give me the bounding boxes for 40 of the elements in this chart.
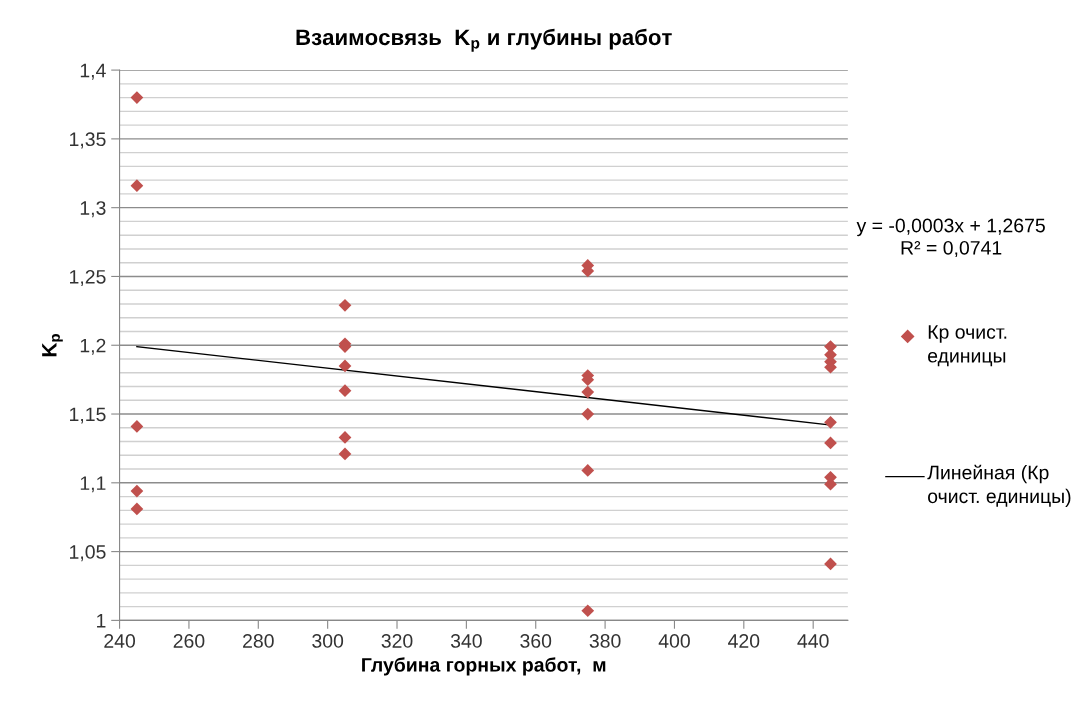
x-tick-label: 420	[728, 634, 760, 648]
legend-label: Кр очист. единицы	[928, 325, 1007, 367]
y-tick-label: 1,05	[70, 545, 106, 562]
point	[130, 484, 144, 498]
point	[338, 384, 352, 398]
x-tick-label: 280	[243, 634, 274, 648]
y-tick-label: 1	[97, 614, 106, 628]
y-tick-label: 1,25	[70, 269, 106, 286]
x-tick-label: 340	[450, 634, 482, 648]
point	[130, 502, 144, 516]
y-axis-title: K$_{р}$	[42, 334, 63, 357]
point	[581, 407, 595, 421]
point	[824, 415, 837, 429]
point	[581, 464, 595, 477]
x-tick-label: 400	[658, 634, 690, 648]
point	[338, 359, 352, 373]
chart-title: Взаимосвязь K$_{р}$ и глубины работ	[296, 28, 672, 52]
point	[338, 298, 352, 312]
point	[581, 604, 595, 618]
y-tick-label: 1,15	[70, 407, 106, 424]
x-axis-title: Глубина горных работ, м	[362, 657, 606, 676]
point	[130, 420, 144, 433]
point	[130, 179, 144, 193]
legend-label: Линейная (Кр очист. единицы)	[927, 464, 1071, 507]
x-tick-label: 240	[104, 634, 136, 648]
y-tick-label: 1,1	[80, 476, 106, 493]
x-tick-label: 320	[381, 634, 413, 648]
point	[130, 91, 144, 104]
point	[581, 385, 595, 399]
x-tick-label: 260	[173, 634, 205, 648]
y-tick-label: 1,4	[80, 63, 106, 80]
text: y = -0,0003x + 1,2675 R² = 0,0741	[856, 218, 1045, 258]
x-tick-label: 360	[520, 634, 552, 648]
y-tick-label: 1,35	[70, 132, 106, 149]
x-tick-label: 440	[797, 634, 829, 648]
x-tick-label: 380	[589, 634, 621, 648]
y-tick-label: 1,2	[80, 338, 106, 355]
x-tick-label: 300	[312, 634, 344, 648]
y-tick-label: 1,3	[80, 201, 106, 218]
point	[338, 447, 352, 461]
